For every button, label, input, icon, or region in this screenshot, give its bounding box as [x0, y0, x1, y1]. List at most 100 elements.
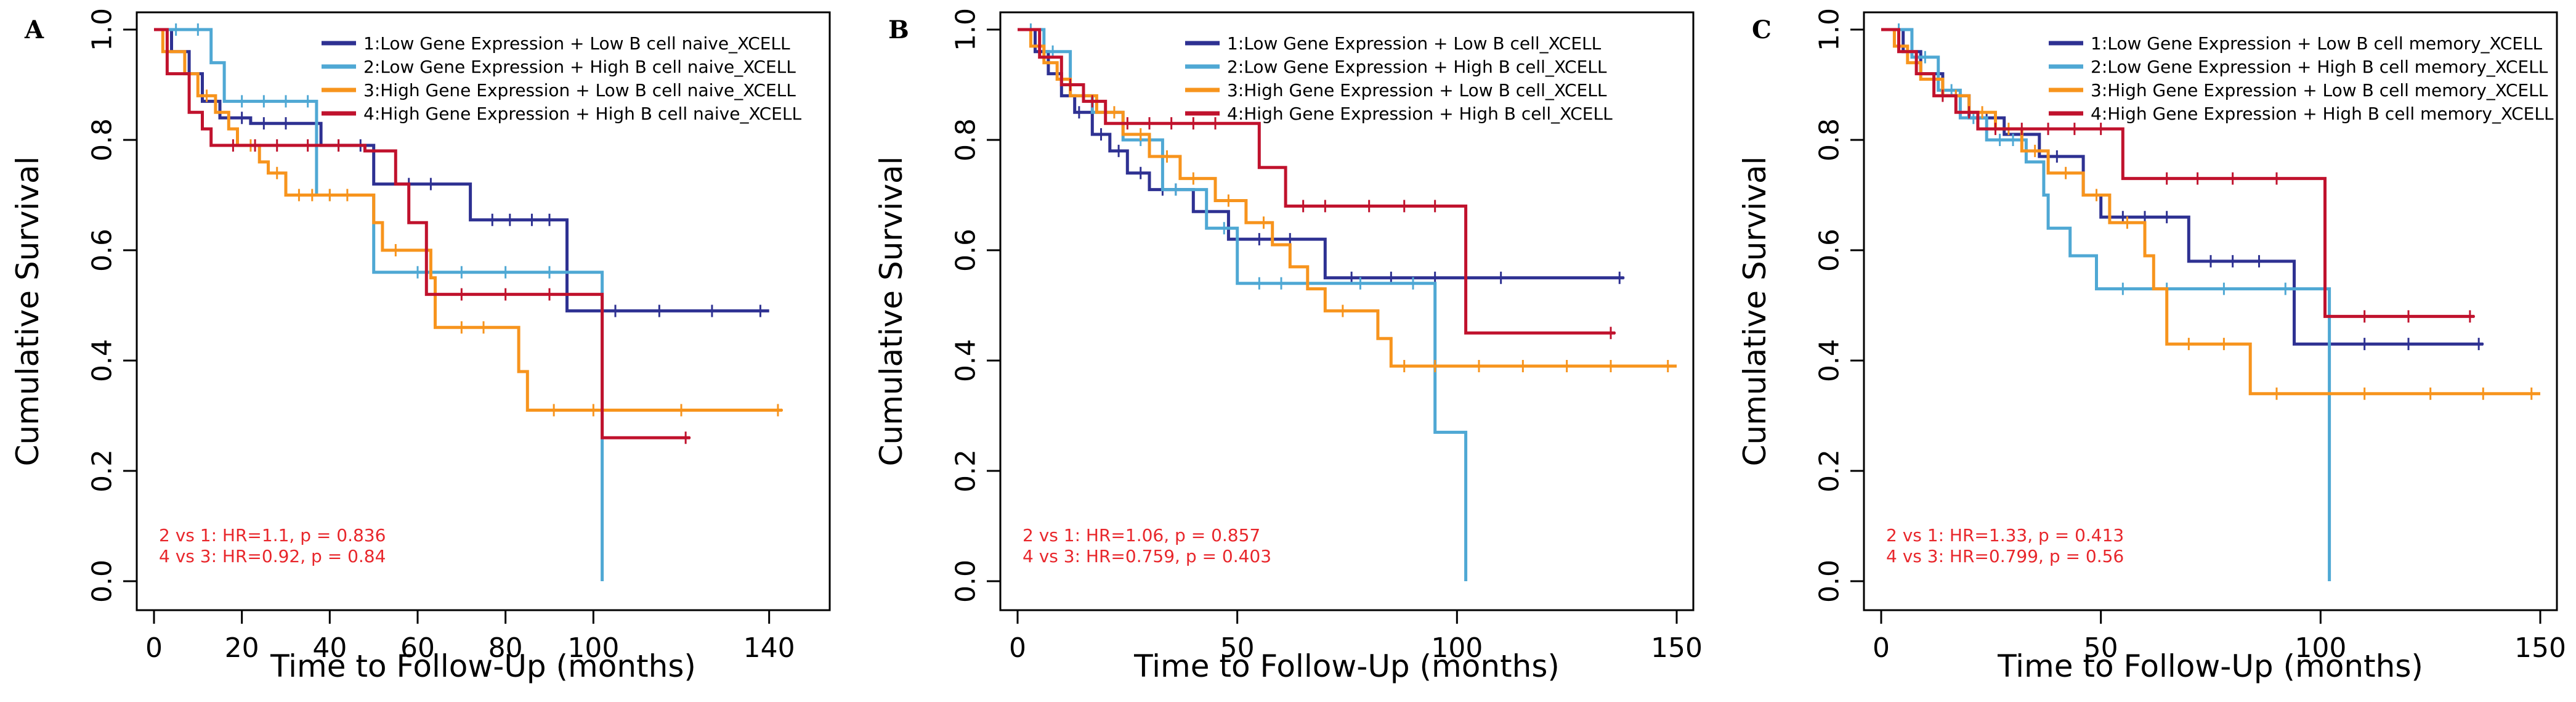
x-tick-label: 100: [1431, 632, 1483, 664]
survival-curve-4: [1018, 28, 1616, 335]
censor-mark: [1114, 144, 1124, 157]
censor-mark: [1135, 166, 1146, 179]
censor-mark: [2069, 123, 2080, 136]
legend-entry-4: 4:High Gene Expression + High B cell mem…: [2091, 104, 2554, 124]
y-tick-label: 1.0: [1814, 8, 1845, 51]
x-tick-label: 80: [488, 632, 523, 664]
censor-mark: [342, 189, 352, 202]
censor-mark: [2280, 282, 2291, 295]
censor-mark: [193, 23, 203, 36]
censor-mark: [2272, 172, 2282, 185]
y-tick-label: 0.4: [87, 339, 118, 382]
censor-mark: [527, 213, 537, 226]
censor-mark: [2359, 310, 2370, 323]
legend-entry-1: 1:Low Gene Expression + Low B cell memor…: [2091, 33, 2543, 54]
legend-entry-4: 4:High Gene Expression + High B cell nai…: [363, 104, 801, 124]
censor-mark: [1320, 200, 1331, 213]
censor-mark: [302, 95, 313, 108]
x-axis-label: Time to Follow-Up (months): [1133, 648, 1560, 684]
x-tick-label: 0: [1873, 632, 1890, 664]
legend-entry-2: 2:Low Gene Expression + High B cell_XCEL…: [1227, 57, 1607, 77]
censor-mark: [1219, 222, 1229, 235]
censor-mark: [1065, 78, 1075, 91]
censor-mark: [1223, 194, 1234, 207]
censor-mark: [2008, 134, 2018, 146]
censor-mark: [237, 95, 247, 108]
y-tick-label: 0.8: [1814, 118, 1845, 161]
survival-curve-3: [154, 28, 783, 412]
censor-mark: [456, 321, 467, 334]
y-tick-label: 0.8: [950, 118, 982, 161]
x-tick-label: 0: [1009, 632, 1026, 664]
y-tick-label: 0.0: [87, 560, 118, 603]
censor-mark: [2227, 255, 2238, 267]
x-tick-label: 50: [1220, 632, 1255, 664]
censor-mark: [1188, 172, 1199, 185]
legend-entry-2: 2:Low Gene Expression + High B cell memo…: [2091, 57, 2548, 77]
censor-mark: [1614, 271, 1625, 284]
y-axis-label: Cumulative Survival: [873, 157, 909, 467]
censor-mark: [2359, 387, 2370, 400]
censor-mark: [1135, 128, 1146, 141]
censor-mark: [1399, 359, 1409, 372]
censor-mark: [302, 139, 313, 152]
censor-mark: [281, 117, 291, 130]
y-axis-label: Cumulative Survival: [1737, 157, 1773, 467]
censor-mark: [2161, 172, 2172, 185]
y-axis-label: Cumulative Survival: [10, 157, 46, 467]
censor-mark: [500, 288, 511, 301]
x-axis-label: Time to Follow-Up (months): [270, 648, 696, 684]
censor-mark: [1337, 304, 1348, 317]
censor-mark: [2404, 310, 2413, 323]
x-tick-label: 150: [2514, 632, 2566, 664]
censor-mark: [2161, 211, 2172, 224]
x-tick-label: 50: [2084, 632, 2118, 664]
x-tick-label: 0: [145, 632, 163, 664]
censor-mark: [1254, 277, 1265, 290]
censor-mark: [1364, 200, 1374, 213]
y-tick-label: 0.6: [1814, 229, 1845, 272]
x-tick-label: 40: [312, 632, 347, 664]
censor-mark: [1188, 117, 1199, 130]
censor-mark: [272, 139, 282, 152]
censor-mark: [545, 213, 554, 226]
censor-mark: [545, 288, 554, 301]
censor-mark: [487, 213, 498, 226]
censor-mark: [228, 139, 238, 152]
censor-mark: [1109, 106, 1119, 119]
censor-mark: [479, 321, 488, 334]
censor-mark: [2017, 123, 2027, 136]
censor-mark: [1937, 89, 1948, 102]
y-tick-label: 0.8: [87, 118, 118, 161]
censor-mark: [281, 95, 291, 108]
censor-mark: [2091, 189, 2102, 202]
y-tick-label: 0.6: [87, 229, 118, 272]
censor-mark: [259, 117, 269, 130]
censor-mark: [2192, 172, 2203, 185]
censor-mark: [325, 189, 335, 202]
x-axis-label: Time to Follow-Up (months): [1997, 648, 2423, 684]
censor-mark: [1663, 359, 1673, 372]
censor-mark: [588, 404, 599, 417]
censor-mark: [2219, 282, 2229, 295]
censor-mark: [772, 404, 783, 417]
censor-mark: [1606, 359, 1616, 372]
y-tick-label: 0.4: [950, 339, 982, 382]
censor-mark: [545, 266, 554, 279]
hr-annotation-2: 4 vs 3: HR=0.92, p = 0.84: [159, 546, 386, 566]
censor-mark: [1170, 183, 1181, 196]
censor-mark: [2096, 123, 2106, 136]
y-tick-label: 1.0: [87, 8, 118, 51]
x-tick-label: 60: [400, 632, 435, 664]
censor-mark: [1430, 359, 1440, 372]
censor-mark: [2219, 338, 2229, 351]
survival-curve-1: [1018, 28, 1624, 280]
survival-curve-4: [1881, 28, 2474, 318]
hr-annotation-1: 2 vs 1: HR=1.1, p = 0.836: [159, 525, 386, 545]
survival-curve-4: [154, 28, 691, 439]
censor-mark: [610, 304, 620, 317]
censor-mark: [1408, 277, 1418, 290]
hr-annotation-2: 4 vs 3: HR=0.799, p = 0.56: [1886, 546, 2124, 566]
censor-mark: [426, 178, 436, 190]
plot-frame: [1863, 11, 2558, 611]
